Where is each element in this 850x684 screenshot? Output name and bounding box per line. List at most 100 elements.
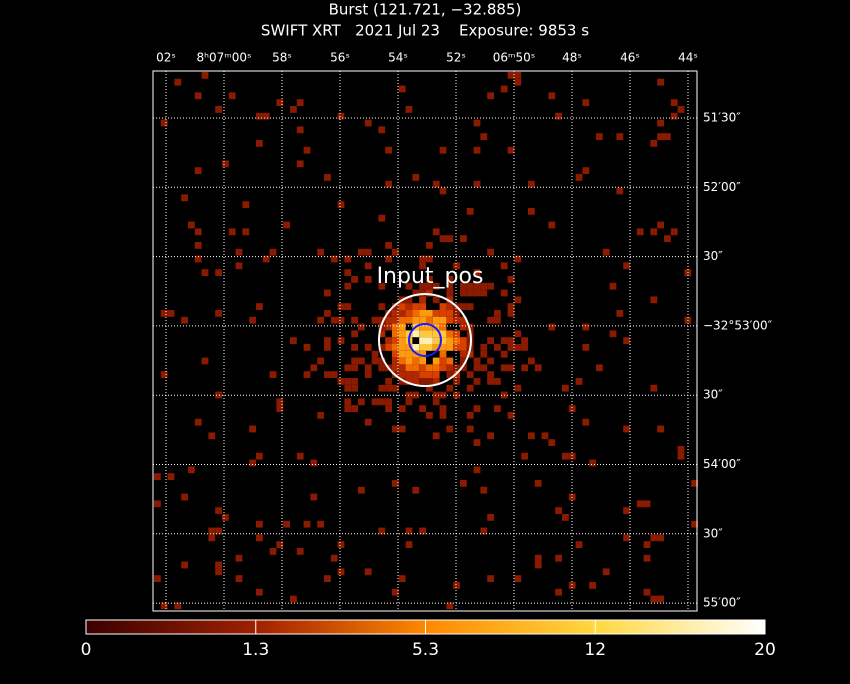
- pixel: [426, 323, 433, 331]
- pixel: [235, 554, 243, 562]
- pixel: [412, 330, 420, 338]
- dec-label: 30″: [703, 526, 723, 540]
- pixel: [555, 588, 562, 596]
- pixel: [276, 541, 284, 548]
- pixel: [201, 357, 209, 365]
- pixel: [290, 595, 297, 603]
- pixel: [466, 303, 474, 310]
- pixel: [460, 303, 467, 310]
- pixel: [432, 371, 440, 378]
- pixel: [385, 255, 392, 263]
- colorbar-label: 0: [81, 640, 92, 660]
- pixel: [460, 316, 467, 324]
- pixel: [426, 242, 433, 249]
- pixel: [466, 425, 474, 433]
- pixel: [534, 480, 542, 487]
- pixel: [657, 119, 664, 127]
- pixel: [378, 357, 386, 365]
- pixel: [432, 310, 440, 317]
- pixel: [602, 568, 610, 576]
- pixel: [378, 527, 386, 535]
- pixel: [398, 303, 406, 310]
- pixel: [371, 350, 379, 358]
- pixel: [194, 255, 202, 263]
- pixel: [473, 119, 481, 127]
- pixel: [432, 330, 440, 338]
- pixel: [310, 493, 318, 501]
- pixel: [344, 255, 352, 263]
- pixel: [378, 344, 386, 351]
- colorbar-label: 12: [584, 640, 606, 660]
- pixel: [398, 85, 406, 93]
- pixel: [528, 180, 535, 188]
- pixel: [256, 534, 263, 542]
- pixel: [160, 119, 168, 127]
- pixel: [677, 446, 685, 453]
- pixel: [446, 310, 454, 317]
- pixel: [337, 316, 345, 324]
- dec-label: 54′00″: [703, 457, 741, 471]
- pixel: [664, 133, 671, 140]
- pixel: [398, 344, 406, 351]
- pixel: [215, 310, 222, 317]
- pixel: [371, 357, 379, 365]
- source-region: [378, 293, 472, 387]
- pixel: [412, 378, 420, 385]
- pixel: [514, 344, 522, 351]
- pixel: [174, 602, 182, 610]
- pixel: [208, 527, 216, 535]
- pixel: [371, 398, 379, 406]
- pixel: [487, 371, 494, 378]
- pixel: [507, 412, 515, 419]
- pixel: [337, 378, 345, 385]
- pixel: [426, 378, 433, 385]
- pixel: [303, 146, 311, 154]
- pixel: [351, 405, 358, 412]
- pixel: [432, 228, 440, 236]
- pixel: [677, 452, 685, 460]
- pixel: [473, 282, 481, 290]
- pixel: [589, 459, 596, 467]
- pixel: [303, 520, 311, 528]
- pixel: [507, 337, 515, 344]
- pixel: [534, 554, 542, 562]
- ra-label: 58ˢ: [272, 51, 292, 65]
- pixel: [419, 378, 426, 385]
- dec-label: 55′00″: [703, 596, 741, 610]
- pixel: [405, 378, 413, 385]
- ra-label: 46ˢ: [620, 51, 640, 65]
- pixel: [262, 255, 270, 263]
- pixel: [446, 364, 454, 372]
- pixel: [249, 316, 256, 324]
- pixel: [405, 344, 413, 351]
- pixel: [623, 507, 630, 514]
- pixel: [412, 357, 420, 365]
- pixel: [507, 310, 515, 317]
- pixel: [426, 282, 433, 290]
- region-label: Input_pos: [377, 264, 484, 289]
- pixel: [317, 248, 324, 256]
- pixel: [439, 330, 447, 338]
- pixel: [494, 310, 501, 317]
- pixel: [392, 248, 399, 256]
- pixel: [657, 534, 664, 542]
- pixel: [664, 235, 671, 242]
- pixel: [330, 371, 338, 378]
- pixel: [344, 405, 352, 412]
- pixel: [412, 289, 420, 297]
- pixel: [426, 276, 433, 283]
- pixel: [330, 554, 338, 562]
- pixel: [310, 459, 318, 467]
- pixel: [358, 323, 365, 331]
- pixel: [507, 276, 515, 283]
- pixel: [398, 316, 406, 324]
- pixel: [548, 221, 556, 229]
- pixel: [650, 534, 658, 542]
- pixel: [466, 371, 474, 378]
- pixel: [405, 371, 413, 378]
- pixel: [623, 425, 630, 433]
- pixel: [623, 262, 630, 270]
- pixel: [432, 378, 440, 385]
- pixel: [670, 228, 678, 236]
- pixel: [548, 439, 556, 446]
